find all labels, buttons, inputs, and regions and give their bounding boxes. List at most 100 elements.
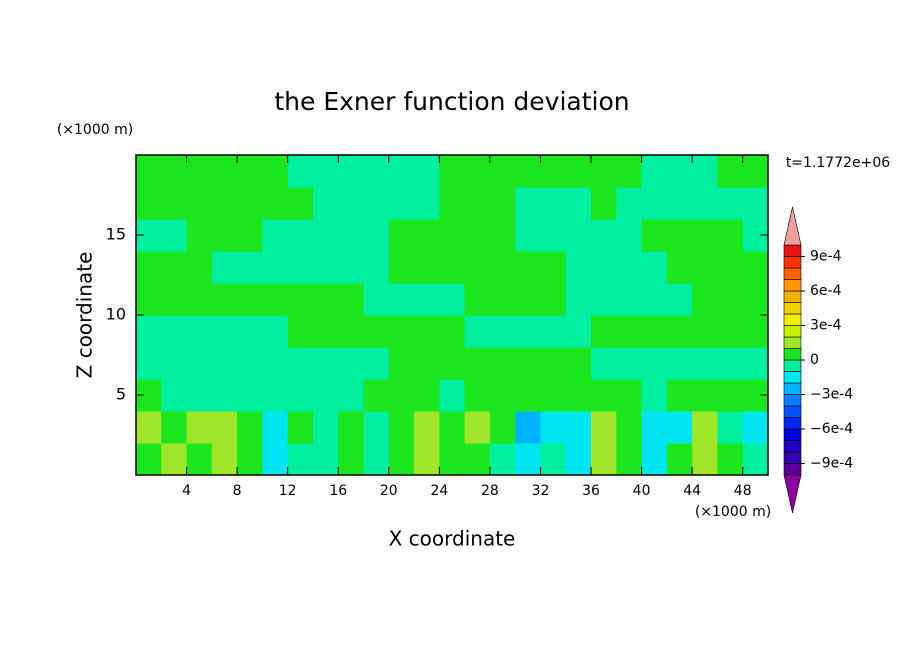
field-cell: [363, 411, 390, 444]
field-cell: [388, 251, 415, 284]
field-cell: [742, 187, 769, 220]
field-cell: [464, 315, 491, 348]
field-cell: [312, 251, 339, 284]
field-cell: [692, 155, 718, 188]
field-cell: [363, 315, 390, 348]
field-cell: [363, 219, 390, 252]
colorbar-box: [783, 371, 802, 384]
x-tick-label: 32: [532, 483, 550, 499]
field-cell: [312, 187, 339, 220]
field-cell: [211, 187, 238, 220]
field-cell: [565, 219, 592, 252]
colorbar-under: [783, 474, 802, 514]
field-cell: [692, 187, 718, 220]
field-cell: [515, 347, 541, 380]
field-cell: [489, 187, 516, 220]
field-cell: [692, 379, 718, 412]
field-cell: [211, 251, 238, 284]
field-cell: [136, 315, 162, 348]
field-cell: [262, 219, 289, 252]
field-cell: [312, 411, 339, 444]
colorbar-label: −6e-4: [810, 421, 853, 437]
field-cell: [211, 219, 238, 252]
field-cell: [742, 443, 769, 476]
field-cell: [338, 379, 365, 412]
field-cell: [439, 443, 466, 476]
field-cell: [338, 443, 365, 476]
field-cell: [717, 187, 744, 220]
colorbar-label: 0: [810, 352, 819, 368]
colorbar-box: [783, 417, 802, 430]
field-cell: [591, 187, 617, 220]
field-cell: [591, 283, 617, 316]
field-cell: [717, 315, 744, 348]
field-cell: [388, 411, 415, 444]
x-tick-label: 20: [380, 483, 398, 499]
field-cell: [540, 283, 567, 316]
field-cell: [363, 251, 390, 284]
field-cell: [565, 347, 592, 380]
y-unit: (×1000 m): [57, 122, 133, 138]
field-cell: [211, 443, 238, 476]
field-cell: [136, 187, 162, 220]
colorbar-box: [783, 290, 802, 303]
field-cell: [666, 219, 693, 252]
field-cell: [717, 251, 744, 284]
field-cell: [287, 155, 314, 188]
field-cell: [641, 443, 668, 476]
field-cell: [540, 315, 567, 348]
field-cell: [161, 187, 188, 220]
field-cell: [161, 251, 188, 284]
field-cell: [388, 155, 415, 188]
field-cell: [338, 283, 365, 316]
field-cell: [464, 251, 491, 284]
field-cell: [439, 251, 466, 284]
field-cell: [312, 379, 339, 412]
field-cell: [186, 379, 213, 412]
field-cell: [540, 443, 567, 476]
field-cell: [641, 411, 668, 444]
field-cell: [237, 187, 263, 220]
field-cell: [439, 379, 466, 412]
field-cell: [414, 187, 440, 220]
field-cell: [186, 443, 213, 476]
field-cell: [388, 315, 415, 348]
field-cell: [211, 155, 238, 188]
field-cell: [540, 187, 567, 220]
field-cell: [287, 219, 314, 252]
field-cell: [161, 411, 188, 444]
field-cell: [515, 443, 541, 476]
field-cell: [489, 315, 516, 348]
field-cell: [489, 379, 516, 412]
field-cell: [666, 187, 693, 220]
field-cell: [717, 411, 744, 444]
field-cell: [692, 315, 718, 348]
field-cell: [641, 315, 668, 348]
field-cell: [591, 379, 617, 412]
field-cell: [717, 347, 744, 380]
colorbar-box: [783, 394, 802, 407]
field-cell: [414, 411, 440, 444]
field-cell: [136, 411, 162, 444]
field-cell: [414, 379, 440, 412]
field-cell: [262, 155, 289, 188]
colorbar-box: [783, 336, 802, 349]
field-cell: [540, 411, 567, 444]
field-cell: [515, 315, 541, 348]
field-cell: [489, 283, 516, 316]
field-cell: [414, 219, 440, 252]
field-cell: [161, 379, 188, 412]
field-cell: [464, 347, 491, 380]
field-cell: [692, 219, 718, 252]
colorbar-label: 9e-4: [810, 249, 842, 265]
field-cell: [515, 411, 541, 444]
field-cell: [186, 219, 213, 252]
field-cell: [717, 219, 744, 252]
field-cell: [464, 283, 491, 316]
field-cell: [338, 347, 365, 380]
field-cell: [414, 283, 440, 316]
colorbar-box: [783, 382, 802, 395]
field-cell: [565, 379, 592, 412]
field-cell: [717, 379, 744, 412]
field-cell: [312, 315, 339, 348]
